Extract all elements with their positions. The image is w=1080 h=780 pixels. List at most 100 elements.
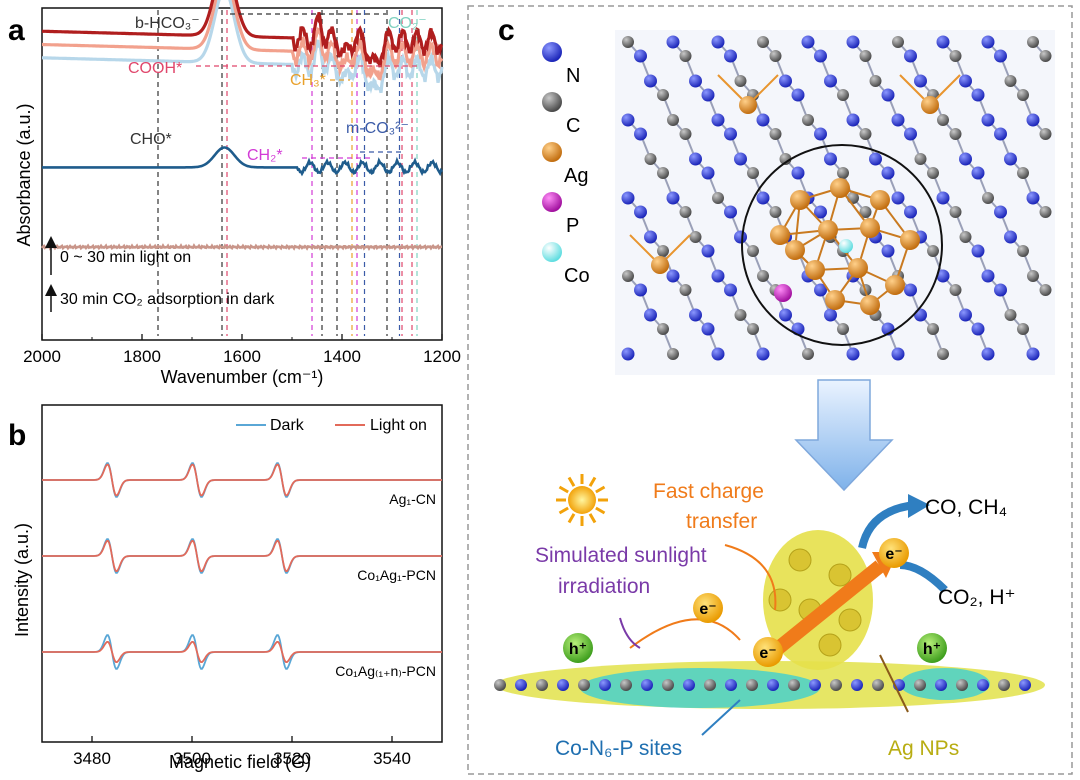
n-atom xyxy=(981,269,995,283)
c-atom xyxy=(769,50,782,62)
n-atom xyxy=(914,74,927,88)
legend-light-label: Light on xyxy=(370,417,427,434)
n-atom xyxy=(644,308,657,322)
n-atom xyxy=(557,679,569,691)
sun-ray xyxy=(558,485,569,494)
n-atom xyxy=(881,166,895,180)
n-atom xyxy=(891,191,905,205)
c-atom xyxy=(689,231,702,243)
n-atom xyxy=(711,347,725,361)
c-atom xyxy=(494,679,506,691)
electron-label: e⁻ xyxy=(699,601,716,618)
c-atom xyxy=(657,167,669,179)
hole-badge xyxy=(917,633,947,663)
sun-ray xyxy=(567,476,576,487)
c-atom xyxy=(622,270,634,282)
c-atom xyxy=(620,679,632,691)
ag-single-atom xyxy=(921,96,939,114)
panel-a-label: a xyxy=(8,14,25,47)
c-atom xyxy=(837,89,849,101)
sample-label: Co₁Ag₁-PCN xyxy=(357,567,436,583)
c-atom xyxy=(872,679,884,691)
x-tick-label: 2000 xyxy=(23,347,61,366)
electron-path xyxy=(629,618,741,649)
n-atom xyxy=(791,88,805,102)
n-atom xyxy=(683,679,695,691)
assignment-label: CH₃* xyxy=(290,72,326,89)
n-atom xyxy=(1019,679,1031,691)
n-atom xyxy=(701,166,715,180)
n-atom xyxy=(711,113,725,127)
ag-cluster-atom xyxy=(830,178,850,198)
n-atom xyxy=(701,88,715,102)
arrow-label-light-on: 0 ~ 30 min light on xyxy=(60,249,191,266)
c-atom xyxy=(578,679,590,691)
ag-single-atom xyxy=(651,256,669,274)
n-atom xyxy=(891,347,905,361)
c-atom xyxy=(712,192,724,204)
c-atom xyxy=(704,679,716,691)
assignment-label: b-HCO₃⁻ xyxy=(135,15,200,32)
density-cyan xyxy=(580,668,820,708)
c-atom xyxy=(914,679,926,691)
c-atom xyxy=(657,89,669,101)
c-atom xyxy=(959,231,972,243)
n-atom xyxy=(869,152,882,166)
panel-a-xlabel: Wavenumber (cm⁻¹) xyxy=(161,367,324,387)
n-atom xyxy=(1004,230,1017,244)
assignment-label: CH₂* xyxy=(247,147,283,164)
sunlight-label-2: irradiation xyxy=(558,575,650,598)
sites-pointer xyxy=(701,699,741,736)
electron-badge xyxy=(693,593,723,623)
product-arrowhead xyxy=(908,494,930,518)
c-atom xyxy=(679,128,692,140)
c-atom xyxy=(769,128,782,140)
n-atom xyxy=(756,347,770,361)
c-atom xyxy=(679,206,692,218)
sun-ray xyxy=(567,513,576,524)
n-atom xyxy=(634,283,647,297)
c-atom xyxy=(1039,50,1052,62)
hole-label: h⁺ xyxy=(569,641,587,658)
panel-c-frame xyxy=(467,5,1073,775)
c-atom xyxy=(949,206,962,218)
panel-c-label: c xyxy=(498,14,515,47)
n-atom xyxy=(981,35,995,49)
n-atom xyxy=(725,679,737,691)
n-atom xyxy=(666,269,680,283)
hole-label: h⁺ xyxy=(923,641,941,658)
x-tick-label: 3500 xyxy=(173,749,211,768)
panel-b-frame xyxy=(41,404,443,743)
np-label: Ag NPs xyxy=(888,737,959,760)
electron-label: e⁻ xyxy=(885,546,902,563)
spectrum-line xyxy=(41,0,444,68)
c-atom xyxy=(837,167,849,179)
c-atom xyxy=(644,153,657,165)
sun-ray xyxy=(558,506,569,515)
ag-cluster-atom xyxy=(885,275,905,295)
c-atom xyxy=(746,679,758,691)
highlight-circle xyxy=(741,144,943,346)
c-atom xyxy=(757,36,769,48)
legend-atom xyxy=(542,142,562,162)
n-atom xyxy=(711,35,725,49)
x-tick-label: 1600 xyxy=(223,347,261,366)
legend-atom-label: Ag xyxy=(564,165,588,187)
c-atom xyxy=(1039,206,1052,218)
co-atom xyxy=(839,239,853,253)
n-atom xyxy=(971,322,985,336)
x-tick-label: 3540 xyxy=(373,749,411,768)
legend-atom-label: Co xyxy=(564,265,590,287)
n-atom xyxy=(959,308,972,322)
n-atom xyxy=(621,191,635,205)
n-atom xyxy=(779,308,792,322)
assignment-label: CHO* xyxy=(130,131,172,148)
n-atom xyxy=(689,308,702,322)
c-atom xyxy=(788,679,800,691)
legend-atom xyxy=(542,242,562,262)
x-tick-label: 1400 xyxy=(323,347,361,366)
fast-charge-label: Fast charge xyxy=(653,480,764,503)
n-atom xyxy=(634,49,647,63)
ag-cluster-atom xyxy=(805,260,825,280)
